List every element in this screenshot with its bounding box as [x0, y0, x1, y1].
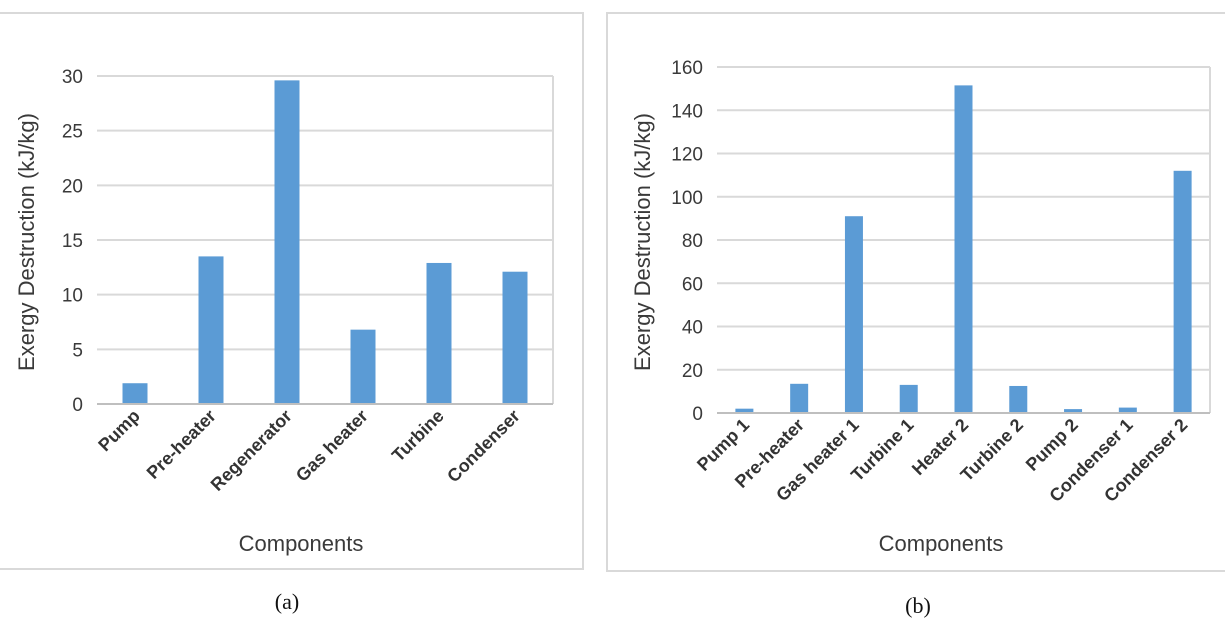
chart-a-category-label: Pre-heater	[143, 406, 220, 483]
chart-b-ytick-label: 0	[692, 404, 703, 425]
chart-b-bar[interactable]	[844, 216, 863, 413]
chart-a-bar[interactable]	[426, 262, 452, 404]
chart-a-category-label: Condenser	[443, 406, 524, 487]
chart-b-panel-label: (b)	[905, 593, 931, 618]
chart-a-ytick-label: 20	[62, 176, 83, 197]
chart-a-y-axis-title: Exergy Destruction (kJ/kg)	[14, 113, 39, 371]
chart-b-bar[interactable]	[1118, 407, 1137, 413]
chart-a-category-label: Pump	[94, 406, 144, 456]
chart-a-ytick-label: 0	[72, 395, 83, 416]
chart-b-bar[interactable]	[735, 408, 754, 413]
chart-a-ytick-label: 5	[72, 340, 83, 361]
chart-a-category-label: Gas heater	[292, 406, 372, 486]
chart-a-bar[interactable]	[122, 383, 148, 404]
chart-a-bar[interactable]	[350, 329, 376, 404]
chart-a-x-axis-title: Components	[239, 531, 364, 556]
chart-a-bar[interactable]	[198, 256, 224, 404]
chart-b-x-axis-title: Components	[879, 531, 1004, 556]
chart-b-bar[interactable]	[954, 85, 973, 413]
chart-a-ytick-label: 25	[62, 122, 83, 143]
chart-a-bar[interactable]	[502, 271, 528, 404]
chart-b-y-axis-title: Exergy Destruction (kJ/kg)	[630, 113, 655, 371]
chart-a-panel-label: (a)	[275, 589, 299, 614]
chart-b-ytick-label: 140	[671, 101, 703, 122]
chart-b-ytick-label: 100	[671, 188, 703, 209]
chart-b-bar[interactable]	[899, 384, 918, 413]
chart-b-ytick-label: 160	[671, 58, 703, 79]
chart-b-ytick-label: 120	[671, 145, 703, 166]
chart-b-bar[interactable]	[1173, 170, 1192, 413]
chart-a-category-label: Turbine	[388, 406, 448, 466]
chart-a-category-label: Regenerator	[207, 406, 296, 495]
chart-a-bar[interactable]	[274, 80, 300, 404]
chart-b-bar[interactable]	[1009, 385, 1028, 413]
chart-b-bar[interactable]	[790, 383, 809, 413]
chart-a-ytick-label: 30	[62, 67, 83, 88]
chart-a-ytick-label: 10	[62, 286, 83, 307]
chart-b-frame	[606, 12, 1225, 572]
chart-b-bar[interactable]	[1064, 409, 1083, 413]
chart-b-ytick-label: 60	[682, 274, 703, 295]
chart-a-ytick-label: 15	[62, 231, 83, 252]
chart-b-ytick-label: 20	[682, 361, 703, 382]
chart-b-ytick-label: 40	[682, 318, 703, 339]
chart-b-ytick-label: 80	[682, 231, 703, 252]
